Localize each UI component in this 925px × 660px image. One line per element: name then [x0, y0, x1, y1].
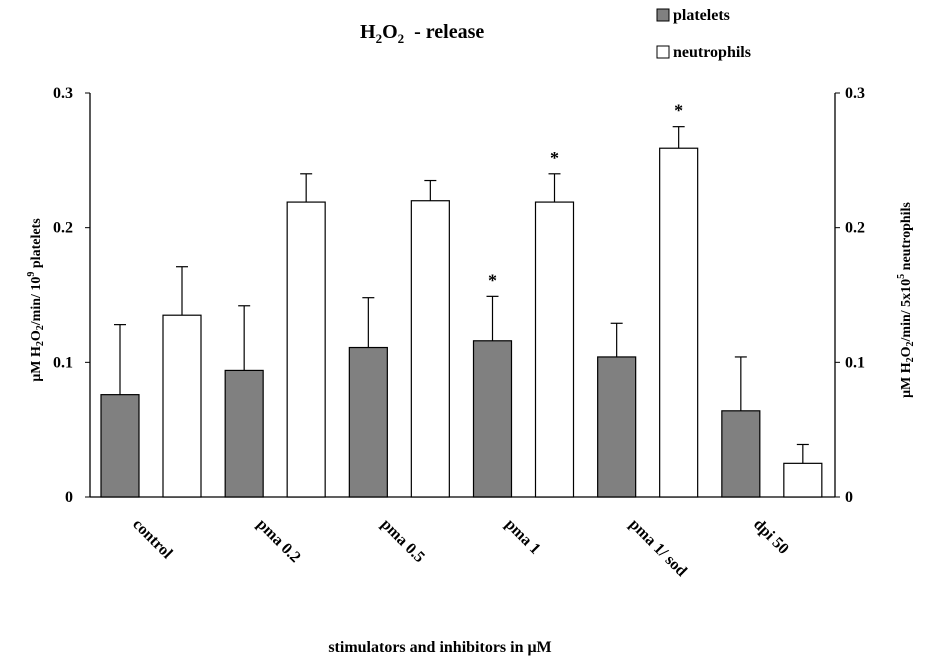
significance-neutrophils-4: * [674, 101, 683, 121]
title-o: O [382, 21, 398, 43]
chart-title: H2O2 - release [360, 21, 484, 46]
legend-swatch-platelets [656, 8, 670, 22]
title-rest: - release [404, 21, 484, 43]
y-tick-label-right-1: 0.1 [845, 354, 865, 371]
yl-right-b: 2 [905, 357, 916, 362]
title-h: H [360, 21, 376, 43]
yl-right-f: 5 [896, 274, 907, 279]
bar-platelets-0 [100, 394, 140, 498]
yl-left-d: 2 [35, 325, 46, 330]
bars: * * * [100, 101, 823, 498]
bar-neutrophils-5 [783, 462, 823, 498]
legend-label-platelets: platelets [673, 7, 730, 24]
x-axis-label: stimulators and inhibitors in μM [328, 639, 551, 656]
y-axis-label-left: μM H2O2/min/ 109 platelets [26, 218, 46, 382]
x-tick-label-0: control [129, 516, 176, 563]
legend-swatch-neutrophils [656, 45, 670, 59]
yl-right-c: O [899, 346, 914, 357]
bar-neutrophils-4 [659, 147, 699, 498]
bar-neutrophils-0 [162, 314, 202, 498]
yl-left-a: μM H [29, 346, 44, 382]
yl-left-f: 9 [26, 272, 37, 277]
significance-platelets-3: * [488, 270, 497, 290]
yl-left-e: /min/ 10 [29, 277, 44, 327]
yl-left-b: 2 [35, 341, 46, 346]
y-tick-label-left-2: 0.2 [53, 220, 73, 237]
y-tick-label-left-1: 0.1 [53, 354, 73, 371]
legend: platelets neutrophils [656, 7, 751, 61]
yl-right-d: 2 [905, 341, 916, 346]
bar-platelets-1 [224, 369, 264, 498]
svg-text:H2O2 - release: H2O2 - release [360, 21, 484, 46]
axes: 0 0 0.1 0.1 0.2 0.2 0.3 0.3 [53, 85, 865, 506]
bar-neutrophils-1 [286, 201, 326, 498]
significance-neutrophils-3: * [550, 148, 559, 168]
y-tick-label-left-3: 0.3 [53, 85, 73, 102]
x-tick-label-4: pma 1/ sod [626, 516, 690, 580]
legend-label-neutrophils: neutrophils [673, 44, 751, 61]
bar-neutrophils-2 [410, 200, 450, 498]
yl-left-c: O [29, 330, 44, 341]
bar-platelets-5 [721, 410, 761, 498]
bar-neutrophils-3 [534, 201, 575, 498]
y-tick-label-right-2: 0.2 [845, 220, 865, 237]
x-tick-label-2: pma 0.5 [378, 516, 428, 566]
y-tick-label-right-3: 0.3 [845, 85, 865, 102]
yl-right-g: neutrophils [899, 202, 914, 274]
x-tick-labels: control pma 0.2 pma 0.5 pma 1 pma 1/ sod dpi … [129, 516, 792, 580]
y-tick-label-right-0: 0 [845, 489, 853, 506]
x-tick-label-5: dpi 50 [750, 516, 792, 558]
bar-platelets-3 [472, 340, 513, 498]
y-tick-label-left-0: 0 [65, 489, 73, 506]
y-axis-label-right: μM H2O2/min/ 5x105 neutrophils [896, 202, 916, 398]
x-tick-label-3: pma 1 [502, 516, 544, 558]
yl-right-e: /min/ 5x10 [899, 279, 914, 343]
yl-left-g: platelets [29, 218, 44, 272]
title-sub-2a: 2 [376, 31, 383, 46]
bar-platelets-4 [597, 356, 637, 498]
x-tick-label-1: pma 0.2 [253, 516, 303, 566]
yl-right-a: μM H [899, 362, 914, 398]
bar-platelets-2 [348, 346, 388, 498]
title-sub-2b: 2 [398, 31, 405, 46]
